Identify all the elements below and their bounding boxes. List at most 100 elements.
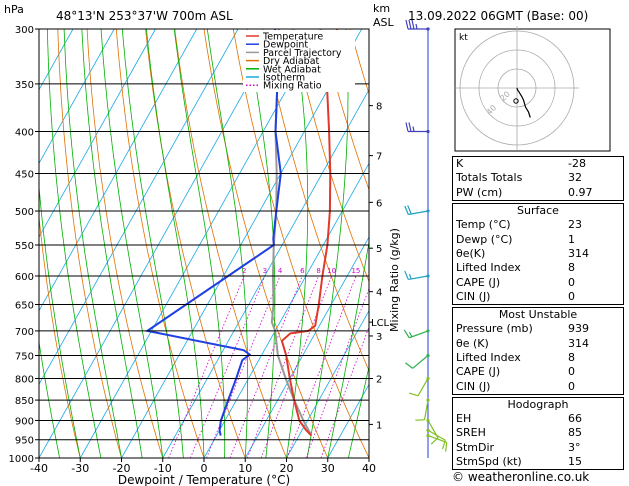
wind-barb-dot <box>426 129 430 134</box>
wind-barb-flag <box>405 19 409 30</box>
isotherm-line <box>39 29 74 91</box>
altitude-tick-label: 4 <box>376 288 382 299</box>
legend-entry: Temperature <box>262 32 323 43</box>
table-title: Most Unstable <box>498 308 578 322</box>
wind-barb-dot <box>426 398 430 402</box>
pressure-tick-label: 300 <box>15 25 34 36</box>
wet-adiabat-line <box>47 29 102 458</box>
axes: 3003504004505005506006507007508008509009… <box>9 25 390 475</box>
row-label: Dewp (°C) <box>456 232 513 246</box>
km-unit: km <box>373 2 390 15</box>
indices-table: K -28 Totals Totals 32 PW (cm) 0.97 <box>452 156 624 201</box>
row-value: 85 <box>568 426 582 440</box>
wind-barb <box>405 122 430 134</box>
pressure-tick-label: 850 <box>15 396 34 407</box>
row-value: 15 <box>568 455 582 469</box>
temperature-tick-label: -20 <box>113 462 131 475</box>
dewpoint-line <box>144 29 282 436</box>
storm-motion-marker <box>513 98 519 104</box>
row-value: 0 <box>568 365 575 379</box>
row-label: CIN (J) <box>456 289 491 303</box>
wind-barb <box>405 19 430 31</box>
most-unstable-table: Most Unstable Pressure (mb) 939 θe (K) 314 Li… <box>452 306 624 395</box>
wet-adiabat-line <box>246 29 276 458</box>
table-header-row: Surface <box>453 203 624 218</box>
x-axis-label: Dewpoint / Temperature (°C) <box>118 473 290 486</box>
table-row: CAPE (J) 0 <box>453 365 624 379</box>
table-row: StmSpd (kt) 15 <box>453 455 624 470</box>
table-row: θe (K) 314 <box>453 337 624 351</box>
wet-adiabat-line <box>63 29 122 458</box>
row-value: 8 <box>568 351 575 364</box>
isotherm-line <box>244 236 369 458</box>
table-row: Totals Totals 32 <box>453 171 624 185</box>
pressure-tick-label: 1000 <box>9 454 34 465</box>
indices-panel: K -28 Totals Totals 32 PW (cm) 0.97 Surface Te… <box>452 154 624 471</box>
wind-barb-staff <box>409 330 429 339</box>
wind-barb-dot <box>426 376 430 381</box>
row-value: 0 <box>568 289 575 303</box>
altitude-tick-label: 3 <box>376 332 382 343</box>
row-label: CAPE (J) <box>456 275 501 289</box>
mixing-ratio-line <box>305 287 369 458</box>
row-label: CIN (J) <box>456 379 491 393</box>
wind-barb-flag <box>409 392 419 397</box>
isotherm-line <box>39 29 115 165</box>
row-value: 66 <box>568 412 582 426</box>
isotherm-line <box>39 29 280 458</box>
table-header-row: Hodograph <box>453 397 624 412</box>
dry-adiabat-line <box>291 29 369 283</box>
wind-barb-dot <box>426 353 430 358</box>
pressure-tick-label: 750 <box>15 351 34 362</box>
wind-barb-staff <box>408 275 429 281</box>
wind-barb <box>404 270 430 281</box>
mixing-ratio-label: 4 <box>278 267 283 275</box>
row-label: Lifted Index <box>456 351 521 364</box>
temperature-tick-label: 30 <box>321 462 335 475</box>
row-label: Temp (°C) <box>456 218 511 232</box>
wind-barb <box>404 205 430 216</box>
isotherm-line <box>203 162 369 458</box>
mixing-ratio-label: 10 <box>327 267 336 275</box>
table-header-row: Most Unstable <box>453 307 624 322</box>
temperature-tick-label: -40 <box>30 462 48 475</box>
row-value: 1 <box>568 232 575 246</box>
row-label: PW (cm) <box>456 185 503 199</box>
wind-barb-flag <box>408 19 412 30</box>
dry-adiabat-line <box>115 29 205 458</box>
wet-adiabat-line <box>146 29 205 458</box>
legend-entry: Dry Adiabat <box>263 56 320 67</box>
wind-barb <box>415 398 430 421</box>
table-row: Lifted Index 8 <box>453 351 624 365</box>
altitude-tick-label: 5 <box>376 244 382 255</box>
mixing-ratio-line <box>190 275 266 458</box>
wet-adiabat-line <box>81 29 143 458</box>
table-row: StmDir 3° <box>453 441 624 455</box>
row-label: Lifted Index <box>456 261 521 275</box>
wind-barb-staff <box>417 378 429 397</box>
mixing-ratio-label: 15 <box>351 267 360 275</box>
row-label: Pressure (mb) <box>456 322 533 336</box>
wind-barb <box>426 418 439 445</box>
temperature-tick-label: 0 <box>201 462 208 475</box>
row-value: 314 <box>568 336 589 350</box>
wind-barb-dot <box>426 27 430 31</box>
wind-barb-flag <box>404 270 409 280</box>
wind-barbs <box>403 19 448 458</box>
temperature-tick-label: 20 <box>280 462 294 475</box>
wind-barb-flag <box>407 205 412 215</box>
table-row: Pressure (mb) 939 <box>453 322 624 336</box>
legend-entry: Parcel Trajectory <box>263 48 342 59</box>
dry-adiabat-line <box>39 213 81 458</box>
wind-barb-dot <box>426 274 430 278</box>
wind-barb-staff <box>408 210 429 216</box>
table-title: Hodograph <box>507 397 569 411</box>
altitude-tick-label: 6 <box>376 198 382 209</box>
table-row: Temp (°C) 23 <box>453 218 624 232</box>
wind-barb-half-flag <box>408 273 412 280</box>
table-row: CIN (J) 0 <box>453 290 624 305</box>
wind-barb-staff <box>412 355 429 369</box>
wind-barb <box>403 329 430 339</box>
